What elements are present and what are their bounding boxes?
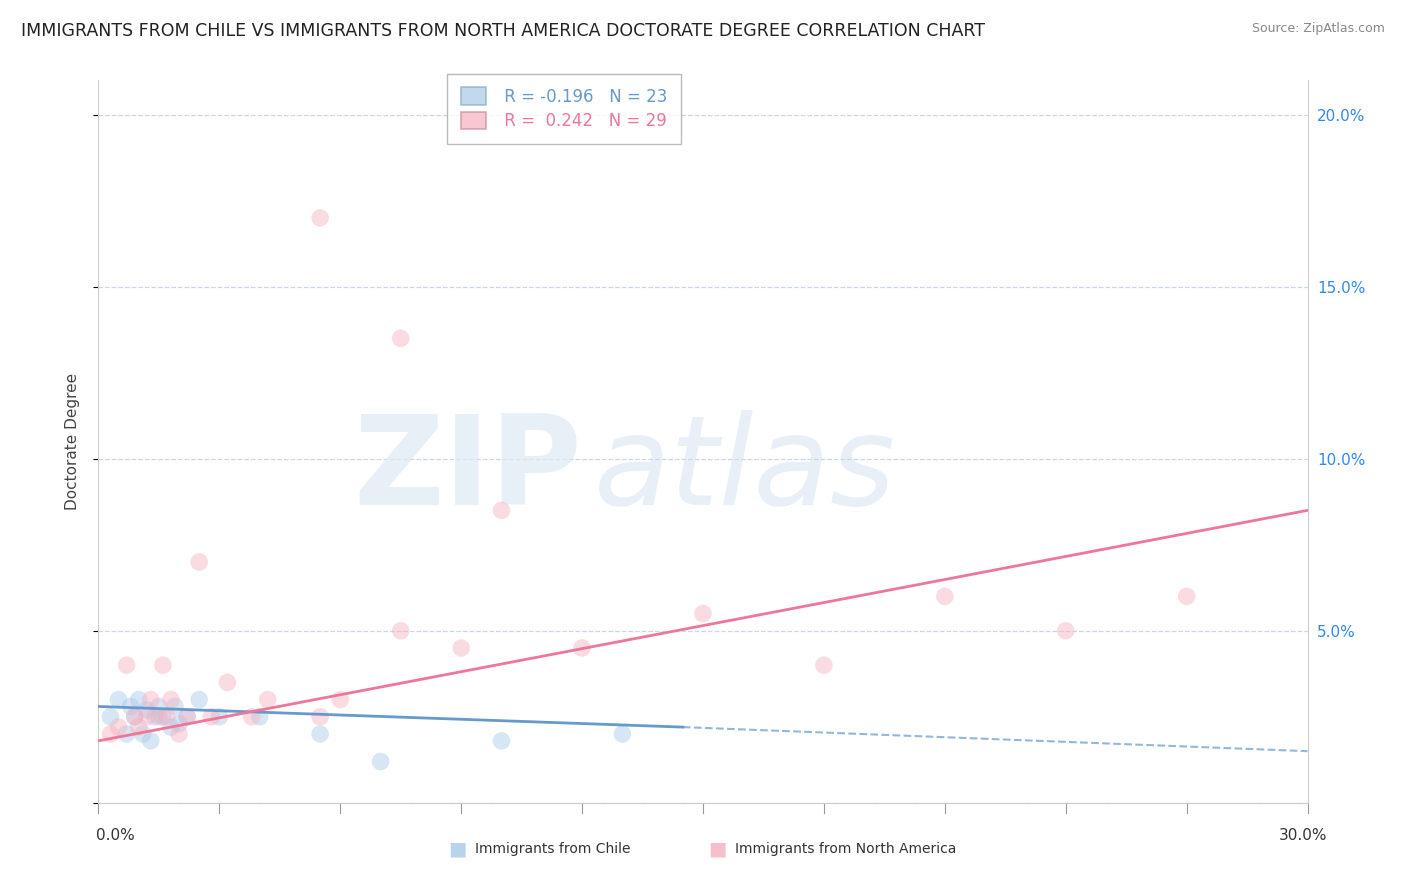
- Point: [115, 658, 138, 673]
- Text: ■: ■: [707, 839, 727, 859]
- Point: [132, 727, 155, 741]
- Text: IMMIGRANTS FROM CHILE VS IMMIGRANTS FROM NORTH AMERICA DOCTORATE DEGREE CORRELAT: IMMIGRANTS FROM CHILE VS IMMIGRANTS FROM…: [21, 22, 986, 40]
- Point: [148, 710, 170, 724]
- Point: [160, 720, 183, 734]
- Point: [156, 710, 179, 724]
- Point: [128, 720, 150, 734]
- Point: [143, 710, 166, 724]
- Point: [135, 703, 157, 717]
- Point: [240, 710, 263, 724]
- Point: [107, 720, 129, 734]
- Point: [139, 734, 162, 748]
- Point: [217, 675, 239, 690]
- Point: [256, 692, 278, 706]
- Text: 0.0%: 0.0%: [96, 828, 135, 843]
- Point: [139, 692, 162, 706]
- Point: [152, 710, 174, 724]
- Point: [188, 692, 211, 706]
- Point: [491, 503, 513, 517]
- Point: [370, 755, 392, 769]
- Point: [148, 699, 170, 714]
- Point: [160, 692, 183, 706]
- Point: [813, 658, 835, 673]
- Text: 30.0%: 30.0%: [1279, 828, 1327, 843]
- Point: [389, 624, 412, 638]
- Point: [389, 331, 412, 345]
- Point: [107, 692, 129, 706]
- Point: [100, 710, 122, 724]
- Point: [612, 727, 634, 741]
- Point: [124, 710, 146, 724]
- Point: [167, 727, 190, 741]
- Point: [309, 727, 332, 741]
- Point: [124, 710, 146, 724]
- Point: [491, 734, 513, 748]
- Text: atlas: atlas: [595, 410, 896, 531]
- Point: [692, 607, 714, 621]
- Point: [152, 658, 174, 673]
- Point: [128, 692, 150, 706]
- Point: [249, 710, 271, 724]
- Point: [1175, 590, 1198, 604]
- Point: [120, 699, 142, 714]
- Point: [176, 710, 198, 724]
- Point: [934, 590, 956, 604]
- Point: [167, 716, 190, 731]
- Text: Immigrants from Chile: Immigrants from Chile: [475, 842, 631, 856]
- Text: Source: ZipAtlas.com: Source: ZipAtlas.com: [1251, 22, 1385, 36]
- Point: [309, 710, 332, 724]
- Text: Immigrants from North America: Immigrants from North America: [735, 842, 956, 856]
- Point: [176, 710, 198, 724]
- Point: [100, 727, 122, 741]
- Point: [1054, 624, 1077, 638]
- Point: [309, 211, 332, 225]
- Text: ZIP: ZIP: [353, 410, 582, 531]
- Point: [115, 727, 138, 741]
- Text: ■: ■: [447, 839, 467, 859]
- Point: [200, 710, 222, 724]
- Point: [163, 699, 186, 714]
- Y-axis label: Doctorate Degree: Doctorate Degree: [65, 373, 80, 510]
- Legend:  R = -0.196   N = 23,  R =  0.242   N = 29: R = -0.196 N = 23, R = 0.242 N = 29: [447, 74, 681, 144]
- Point: [208, 710, 231, 724]
- Point: [135, 710, 157, 724]
- Point: [450, 640, 472, 655]
- Point: [188, 555, 211, 569]
- Point: [571, 640, 593, 655]
- Point: [329, 692, 352, 706]
